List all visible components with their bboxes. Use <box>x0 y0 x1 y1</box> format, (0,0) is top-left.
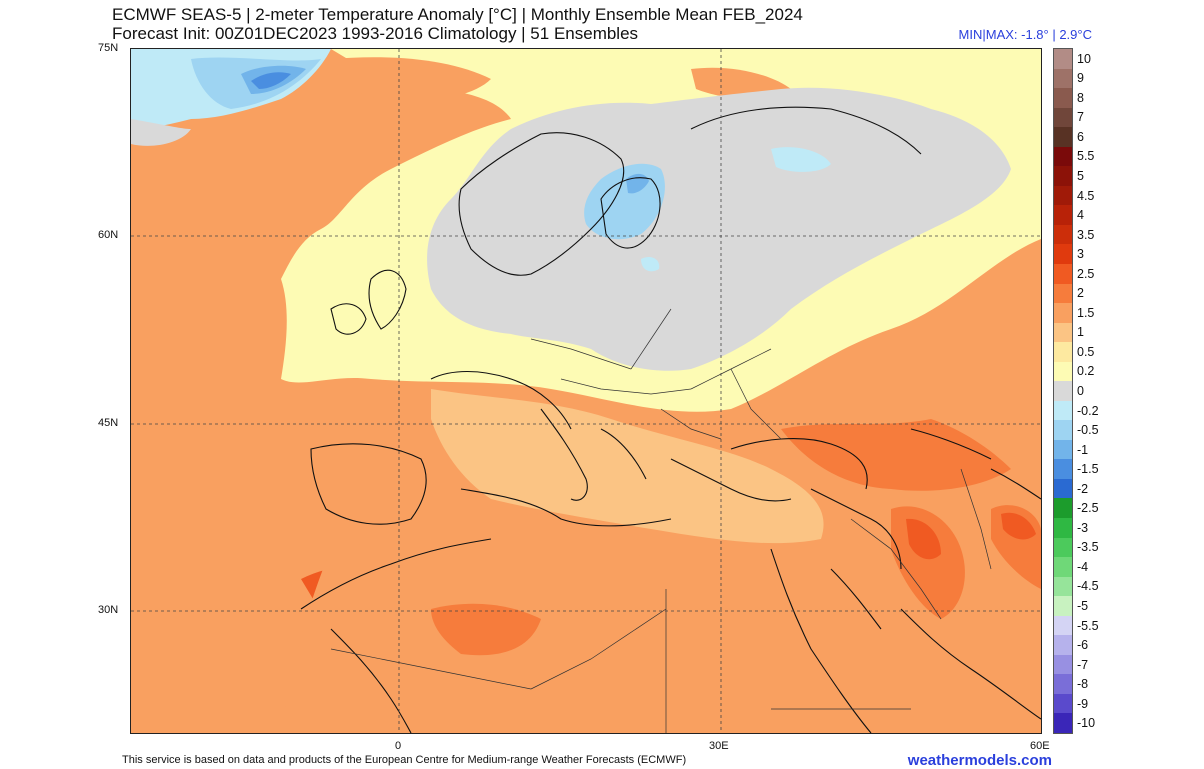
colorbar-swatch <box>1054 439 1072 460</box>
near-zero-anomaly-east <box>427 87 1011 371</box>
colorbar-label: -5 <box>1077 598 1089 613</box>
colorbar-label: -4.5 <box>1077 579 1099 594</box>
colorbar-swatch <box>1054 342 1072 363</box>
colorbar-label: 7 <box>1077 110 1084 125</box>
lon-label-0: 0 <box>395 740 402 752</box>
colorbar-swatch <box>1054 537 1072 558</box>
lon-label-60e: 60E <box>1030 740 1050 752</box>
colorbar-swatch <box>1054 713 1072 734</box>
map-canvas <box>131 49 1041 733</box>
colorbar <box>1053 48 1073 734</box>
colorbar-label: -9 <box>1077 696 1089 711</box>
colorbar-label: -3 <box>1077 520 1089 535</box>
colorbar-label: -6 <box>1077 638 1089 653</box>
colorbar-swatch <box>1054 263 1072 284</box>
colorbar-swatch <box>1054 557 1072 578</box>
colorbar-swatch <box>1054 596 1072 617</box>
colorbar-label: 5 <box>1077 169 1084 184</box>
colorbar-label: -1 <box>1077 442 1089 457</box>
colorbar-label: 0.5 <box>1077 344 1095 359</box>
colorbar-swatch <box>1054 420 1072 441</box>
colorbar-swatch <box>1054 459 1072 480</box>
colorbar-swatch <box>1054 615 1072 636</box>
colorbar-swatch <box>1054 635 1072 656</box>
min-max-readout: MIN|MAX: -1.8° | 2.9°C <box>958 27 1092 42</box>
lat-label-75n: 75N <box>98 42 119 54</box>
lat-label-60n: 60N <box>98 229 119 241</box>
colorbar-swatch <box>1054 49 1072 70</box>
map-title: ECMWF SEAS-5 | 2-meter Temperature Anoma… <box>112 5 803 43</box>
colorbar-label: 0.2 <box>1077 364 1095 379</box>
colorbar-label: -3.5 <box>1077 540 1099 555</box>
colorbar-label: -2 <box>1077 481 1089 496</box>
colorbar-label: 5.5 <box>1077 149 1095 164</box>
colorbar-swatch <box>1054 127 1072 148</box>
colorbar-label: -8 <box>1077 677 1089 692</box>
colorbar-swatch <box>1054 166 1072 187</box>
colorbar-swatch <box>1054 244 1072 265</box>
colorbar-swatch <box>1054 400 1072 421</box>
colorbar-label: -1.5 <box>1077 462 1099 477</box>
colorbar-label: -5.5 <box>1077 618 1099 633</box>
borders <box>330 308 992 733</box>
anomaly-map <box>130 48 1042 734</box>
colorbar-swatch <box>1054 283 1072 304</box>
colorbar-label: 0 <box>1077 384 1084 398</box>
hot-anomaly-iraq <box>906 518 941 560</box>
colorbar-label: 3.5 <box>1077 227 1095 242</box>
colorbar-swatch <box>1054 322 1072 343</box>
title-line-2: Forecast Init: 00Z01DEC2023 1993-2016 Cl… <box>112 24 639 43</box>
brand-link[interactable]: weathermodels.com <box>907 752 1052 769</box>
coastlines <box>300 106 1041 733</box>
colorbar-swatch <box>1054 478 1072 499</box>
colorbar-label: 2.5 <box>1077 266 1095 281</box>
data-credit: This service is based on data and produc… <box>122 754 687 766</box>
colorbar-swatch <box>1054 205 1072 226</box>
colorbar-label: 2 <box>1077 286 1084 301</box>
colorbar-label: -0.2 <box>1077 403 1099 418</box>
colorbar-swatch <box>1054 654 1072 675</box>
colorbar-label: 10 <box>1077 51 1091 66</box>
graticule <box>131 49 1041 733</box>
colorbar-swatch <box>1054 381 1072 402</box>
colorbar-label: 4 <box>1077 208 1084 223</box>
colorbar-label: -0.5 <box>1077 423 1099 438</box>
colorbar-label: -10 <box>1077 716 1096 731</box>
mediterranean-band <box>431 389 824 544</box>
colorbar-swatch <box>1054 146 1072 167</box>
colorbar-label: -2.5 <box>1077 501 1099 516</box>
colorbar-swatch <box>1054 498 1072 519</box>
colorbar-swatch <box>1054 674 1072 695</box>
colorbar-swatch <box>1054 361 1072 382</box>
colorbar-label: 3 <box>1077 247 1084 262</box>
colorbar-label: -4 <box>1077 559 1089 574</box>
colorbar-label: 6 <box>1077 129 1084 144</box>
colorbar-label: 1 <box>1077 325 1084 340</box>
colorbar-label: 4.5 <box>1077 188 1095 203</box>
colorbar-label: -7 <box>1077 657 1089 672</box>
colorbar-swatch <box>1054 303 1072 324</box>
colorbar-swatch <box>1054 185 1072 206</box>
colorbar-swatch <box>1054 693 1072 714</box>
colorbar-label: 1.5 <box>1077 305 1095 320</box>
colorbar-swatch <box>1054 518 1072 539</box>
colorbar-swatch <box>1054 68 1072 89</box>
lat-label-45n: 45N <box>98 417 119 429</box>
colorbar-swatch <box>1054 224 1072 245</box>
colorbar-swatch <box>1054 107 1072 128</box>
lat-label-30n: 30N <box>98 604 119 616</box>
lon-label-30e: 30E <box>709 740 729 752</box>
colorbar-swatch <box>1054 88 1072 109</box>
colorbar-label: 9 <box>1077 71 1084 86</box>
colorbar-label: 8 <box>1077 90 1084 105</box>
title-line-1: ECMWF SEAS-5 | 2-meter Temperature Anoma… <box>112 5 803 24</box>
colorbar-swatch <box>1054 576 1072 597</box>
